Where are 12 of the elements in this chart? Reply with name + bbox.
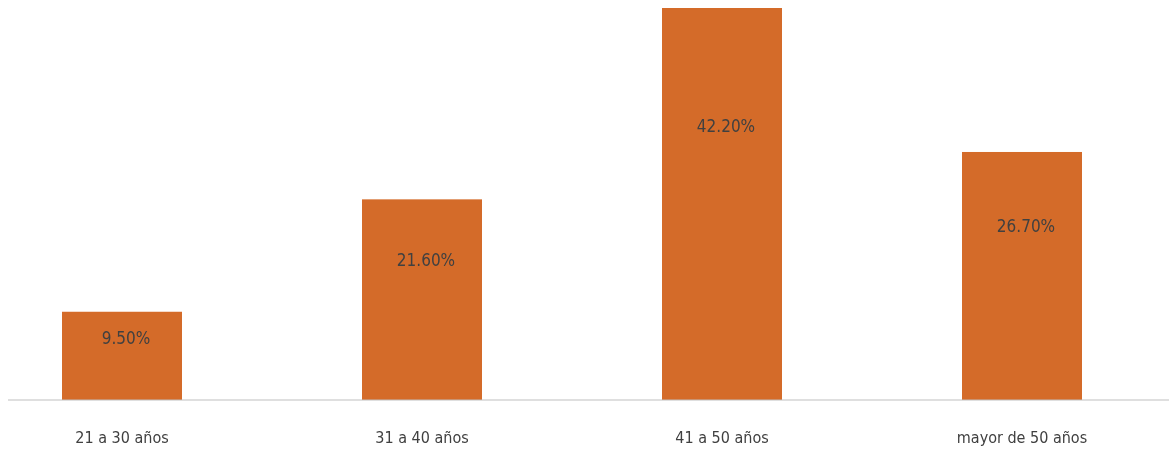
x-tick-label: 41 a 50 años	[675, 428, 769, 447]
data-label: 26.70%	[996, 216, 1056, 237]
bar	[662, 8, 782, 400]
bar	[362, 199, 482, 400]
data-label: 9.50%	[101, 328, 151, 349]
bar	[962, 151, 1082, 400]
bar	[62, 311, 182, 400]
x-tick-label: mayor de 50 años	[956, 428, 1088, 447]
data-label: 42.20%	[696, 115, 756, 136]
x-tick-label: 21 a 30 años	[75, 428, 169, 447]
x-tick-label: 31 a 40 años	[375, 428, 469, 447]
data-label: 21.60%	[396, 249, 456, 270]
